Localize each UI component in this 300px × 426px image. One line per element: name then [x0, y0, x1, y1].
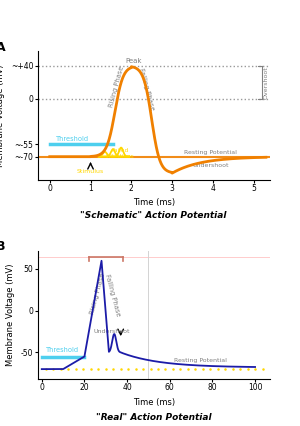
Text: Falling Phase: Falling Phase [138, 67, 155, 111]
Text: Rising Phase: Rising Phase [89, 273, 106, 315]
Text: B: B [0, 240, 5, 253]
Text: Stimulus: Stimulus [77, 169, 104, 174]
Text: Overshoot: Overshoot [264, 66, 269, 99]
X-axis label: Time (ms): Time (ms) [133, 199, 175, 207]
Text: Undershoot: Undershoot [94, 329, 130, 334]
X-axis label: Time (ms): Time (ms) [133, 398, 175, 407]
Y-axis label: Membrane Voltage (mV): Membrane Voltage (mV) [0, 64, 5, 167]
Text: Failed
Initiations: Failed Initiations [106, 148, 134, 159]
Text: Resting Potential: Resting Potential [174, 358, 227, 363]
Text: Peak: Peak [125, 58, 142, 64]
Text: Threshold: Threshold [46, 347, 79, 353]
Text: Undershoot: Undershoot [193, 163, 229, 168]
Text: Falling Phase: Falling Phase [103, 274, 121, 317]
Text: Rising Phase: Rising Phase [109, 65, 125, 108]
Title: "Schematic" Action Potential: "Schematic" Action Potential [80, 211, 227, 220]
Title: "Real" Action Potential: "Real" Action Potential [96, 413, 212, 422]
Text: Resting Potential: Resting Potential [184, 150, 237, 155]
Text: Threshold: Threshold [56, 136, 89, 142]
Text: A: A [0, 41, 5, 54]
Y-axis label: Membrane Voltage (mV): Membrane Voltage (mV) [6, 264, 15, 366]
